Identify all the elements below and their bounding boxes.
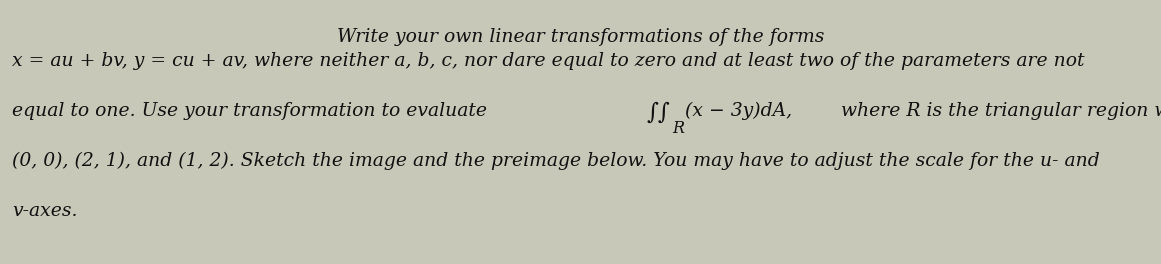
Text: v-axes.: v-axes. — [12, 202, 78, 220]
Text: equal to one. Use your transformation to evaluate: equal to one. Use your transformation to… — [12, 102, 493, 120]
Text: (0, 0), (2, 1), and (1, 2). Sketch the image and the preimage below. You may hav: (0, 0), (2, 1), and (1, 2). Sketch the i… — [12, 152, 1099, 170]
Text: ∫∫: ∫∫ — [647, 102, 671, 124]
Text: (x − 3y)dA,: (x − 3y)dA, — [685, 102, 792, 120]
Text: where R is the triangular region with vertices: where R is the triangular region with ve… — [829, 102, 1161, 120]
Text: Write your own linear transformations of the forms: Write your own linear transformations of… — [337, 28, 824, 46]
Text: R: R — [672, 120, 684, 137]
Text: x = au + bv, y = cu + av, where neither a, b, c, nor dare equal to zero and at l: x = au + bv, y = cu + av, where neither … — [12, 52, 1084, 70]
